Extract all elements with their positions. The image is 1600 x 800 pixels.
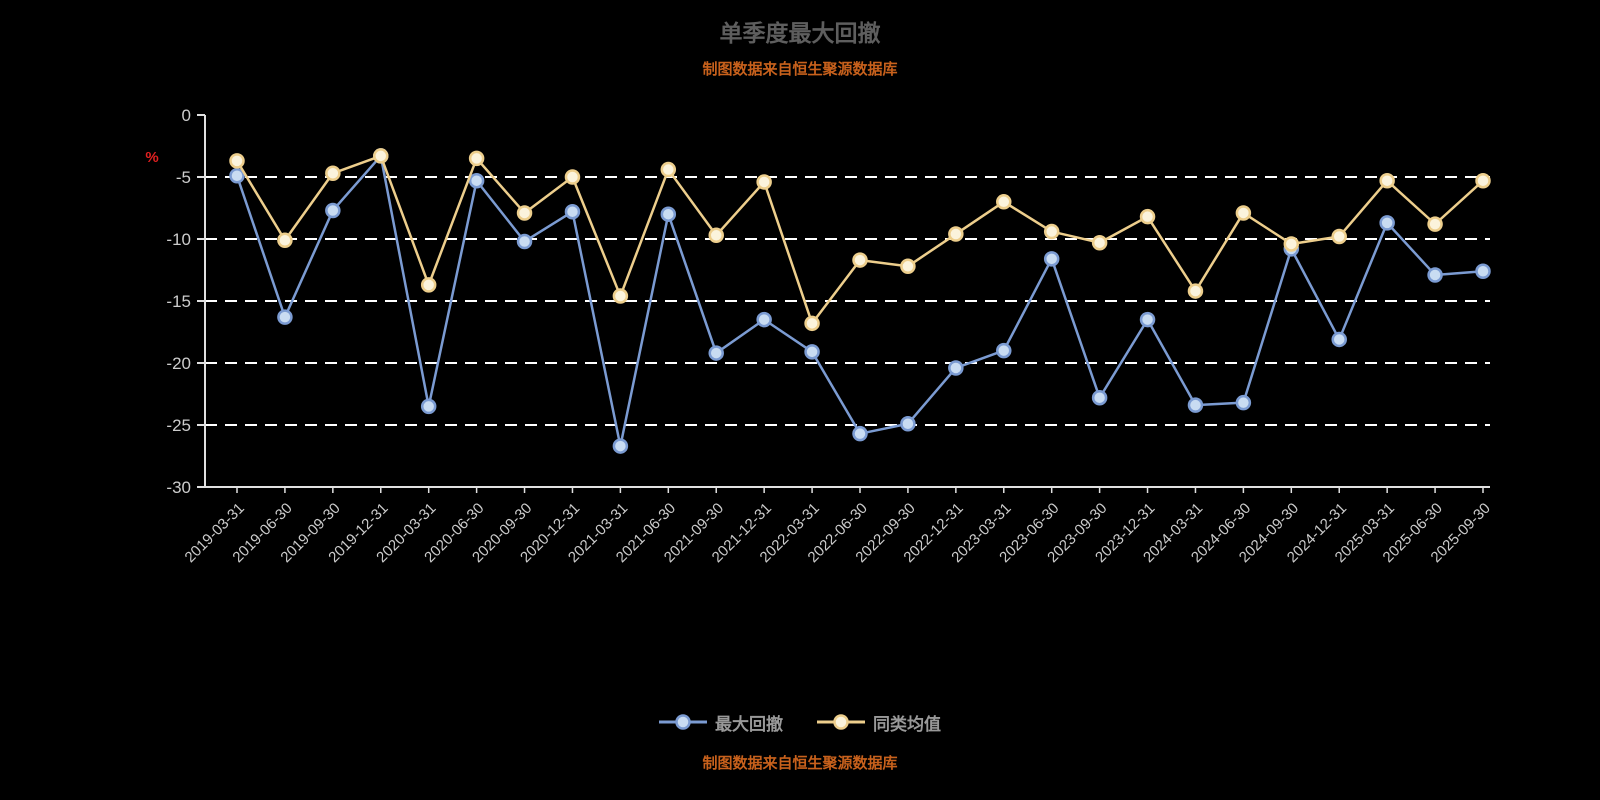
data-point-marker xyxy=(1139,208,1156,225)
data-point-marker xyxy=(1283,236,1300,252)
data-point-marker xyxy=(660,161,677,178)
data-point-marker xyxy=(756,174,772,190)
data-point-marker xyxy=(516,205,533,221)
data-point-marker xyxy=(1379,172,1395,189)
data-point-marker xyxy=(804,344,820,360)
data-point-marker xyxy=(948,226,964,242)
legend: 最大回撤 同类均值 xyxy=(0,706,1600,738)
y-tick-label: -25 xyxy=(166,416,191,435)
data-point-marker xyxy=(277,309,293,325)
data-point-marker xyxy=(1331,331,1347,348)
data-point-marker xyxy=(1475,172,1491,189)
y-tick-label: -15 xyxy=(166,292,191,311)
data-point-marker xyxy=(229,153,245,169)
source-note-bottom: 制图数据来自恒生聚源数据库 xyxy=(702,755,898,772)
data-point-marker xyxy=(1043,251,1060,267)
data-point-marker xyxy=(1331,228,1347,245)
data-point-marker xyxy=(277,232,293,248)
data-point-marker xyxy=(612,288,629,304)
data-point-marker xyxy=(1187,283,1204,299)
data-point-marker xyxy=(708,227,724,244)
data-point-marker xyxy=(1139,311,1156,328)
legend-marker-icon xyxy=(659,714,707,730)
data-point-marker xyxy=(373,148,389,164)
data-point-marker xyxy=(708,345,724,361)
data-point-marker xyxy=(1427,267,1443,283)
y-axis-unit-label: % xyxy=(145,149,158,166)
legend-marker-icon xyxy=(817,714,865,730)
data-point-marker xyxy=(996,194,1012,210)
data-point-marker xyxy=(1235,205,1252,221)
y-tick-label: 0 xyxy=(182,106,191,125)
data-point-marker xyxy=(1235,394,1252,411)
data-point-marker xyxy=(516,233,533,250)
y-tick-label: -10 xyxy=(166,230,191,249)
data-point-marker xyxy=(1091,234,1108,251)
data-point-marker xyxy=(564,203,581,220)
data-point-marker xyxy=(564,169,581,185)
chart-title: 单季度最大回撤 xyxy=(719,20,881,46)
data-point-marker xyxy=(229,168,245,184)
data-point-marker xyxy=(612,438,629,454)
data-point-marker xyxy=(852,252,868,268)
data-point-marker xyxy=(1187,397,1204,413)
source-note-top: 制图数据来自恒生聚源数据库 xyxy=(702,61,898,78)
y-tick-label: -30 xyxy=(166,478,191,497)
data-point-marker xyxy=(1091,389,1108,406)
data-point-marker xyxy=(804,315,820,332)
legend-label: 同类均值 xyxy=(873,714,941,734)
data-point-marker xyxy=(900,416,916,432)
data-point-marker xyxy=(756,311,772,328)
data-point-marker xyxy=(660,206,677,222)
legend-item-0[interactable]: 最大回撤 xyxy=(659,710,783,735)
data-point-marker xyxy=(468,150,485,167)
y-tick-label: -5 xyxy=(176,168,191,187)
data-point-marker xyxy=(1043,223,1060,240)
data-point-marker xyxy=(900,258,916,275)
data-point-marker xyxy=(325,202,341,219)
legend-label: 最大回撤 xyxy=(715,714,783,734)
data-point-marker xyxy=(852,425,868,442)
data-point-marker xyxy=(325,165,341,182)
y-tick-label: -20 xyxy=(166,354,191,373)
data-point-marker xyxy=(420,398,437,415)
data-point-marker xyxy=(1379,215,1395,231)
data-point-marker xyxy=(468,172,485,189)
data-point-marker xyxy=(1427,216,1443,232)
data-point-marker xyxy=(948,360,964,376)
legend-item-1[interactable]: 同类均值 xyxy=(817,710,941,735)
data-point-marker xyxy=(420,277,437,293)
data-point-marker xyxy=(1475,263,1491,279)
data-point-marker xyxy=(996,342,1012,359)
